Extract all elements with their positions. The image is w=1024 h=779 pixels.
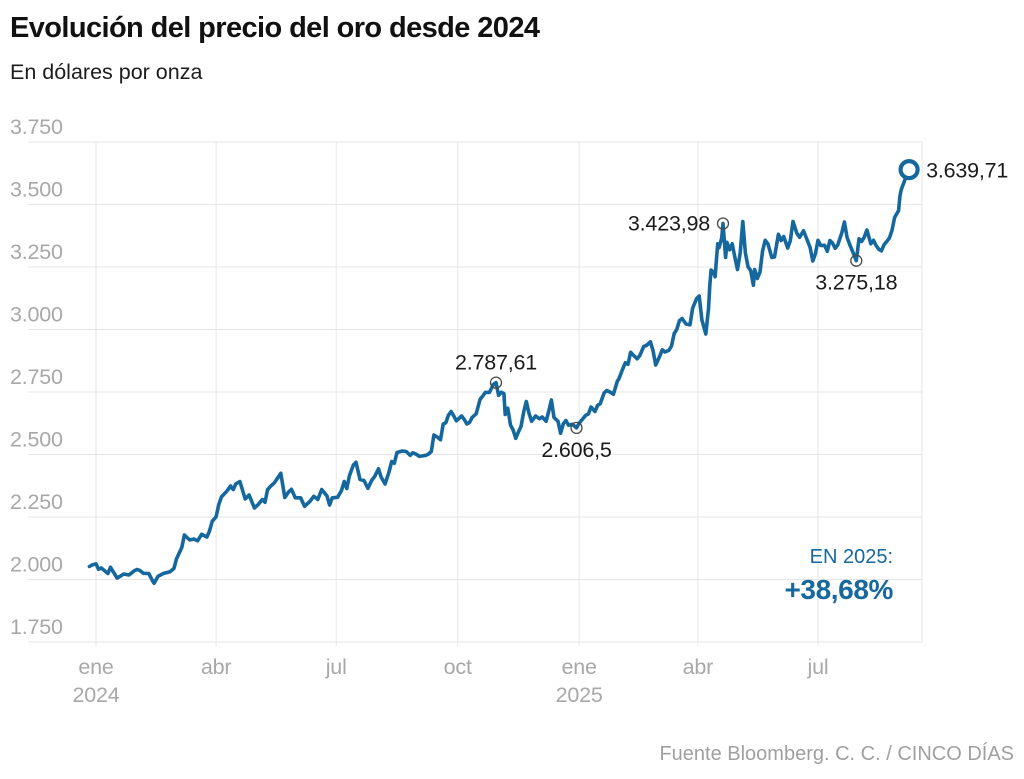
ytd-change-label: EN 2025: — [809, 546, 893, 568]
annotation-label: 2.606,5 — [541, 438, 612, 462]
ytd-change-badge: EN 2025: +38,68% — [784, 547, 893, 605]
annotation-marker — [570, 421, 583, 435]
gold-price-line — [87, 167, 911, 586]
page-subtitle: En dólares por onza — [10, 60, 203, 84]
y-axis-tick-label: 2.000 — [10, 553, 63, 577]
y-axis-tick-label: 3.000 — [10, 303, 63, 327]
ytd-change-value: +38,68% — [784, 574, 893, 605]
x-axis-tick-label: abr — [201, 655, 232, 679]
y-axis-tick-label: 3.750 — [10, 115, 63, 139]
annotation-label: 2.787,61 — [455, 351, 537, 375]
x-axis-tick-label: oct — [444, 655, 472, 679]
x-axis-tick-label: ene — [561, 655, 596, 679]
annotation-label: 3.639,71 — [926, 159, 1008, 183]
annotation-marker — [850, 254, 863, 267]
y-axis-tick-label: 1.750 — [10, 615, 63, 639]
annotation-marker — [489, 376, 503, 389]
x-axis-year-label: 2024 — [72, 683, 119, 707]
x-axis-tick-label: jul — [807, 655, 829, 679]
endpoint-marker — [898, 159, 920, 181]
x-axis-tick-label: abr — [683, 655, 714, 679]
y-axis-tick-label: 2.500 — [10, 428, 63, 452]
y-axis-tick-label: 3.250 — [10, 240, 63, 264]
source-credit: Fuente Bloomberg. C. C. / CINCO DÍAS — [659, 743, 1014, 765]
x-axis-year-label: 2025 — [556, 683, 603, 707]
y-axis-tick-label: 2.750 — [10, 365, 63, 389]
annotation-marker — [716, 217, 730, 230]
y-axis-tick-label: 3.500 — [10, 178, 63, 202]
y-axis-tick-label: 2.250 — [10, 490, 63, 514]
annotation-label: 3.423,98 — [628, 212, 710, 236]
annotation-label: 3.275,18 — [815, 271, 897, 295]
x-axis-tick-label: jul — [325, 655, 347, 679]
page-title: Evolución del precio del oro desde 2024 — [10, 12, 540, 44]
x-axis-tick-label: ene — [78, 655, 113, 679]
